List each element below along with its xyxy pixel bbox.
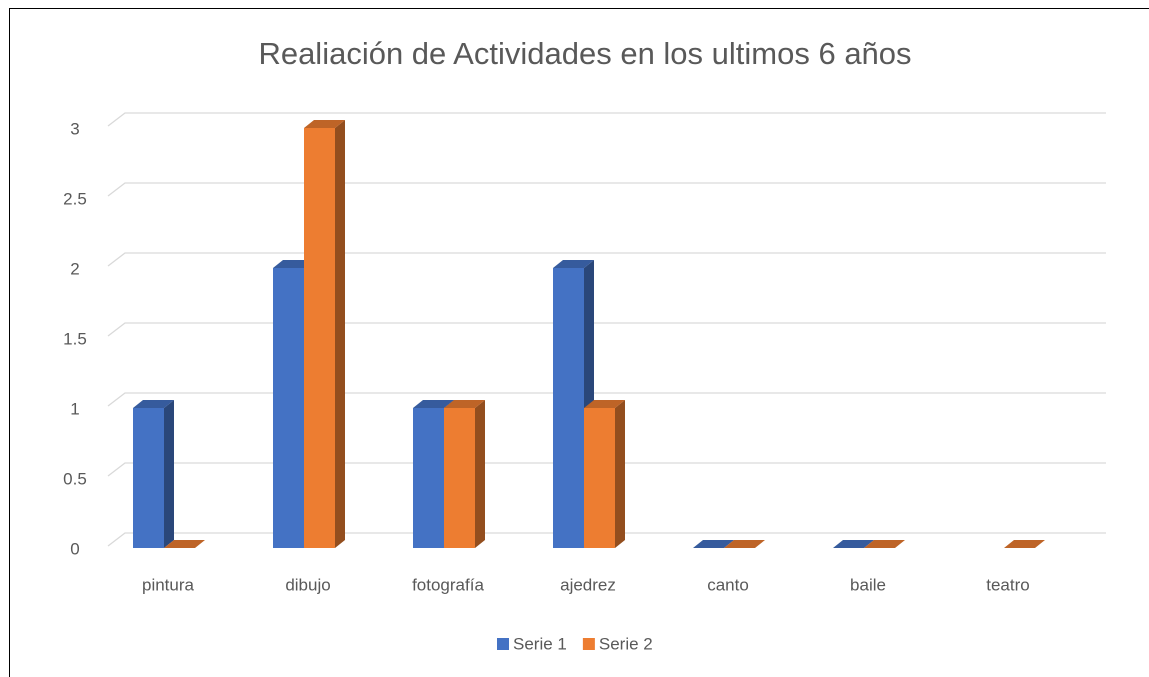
grid-line: [107, 112, 1106, 127]
legend-swatch: [497, 638, 509, 650]
bar-side: [615, 400, 625, 548]
grid-line: [107, 182, 1106, 197]
bar-front: [304, 128, 335, 548]
bar-top: [304, 120, 345, 128]
bar-side: [164, 400, 174, 548]
grid-line: [107, 462, 1106, 477]
x-tick-label: fotografía: [412, 575, 484, 594]
bar: [584, 400, 625, 548]
y-tick-label: 2: [70, 259, 79, 278]
y-tick-label: 0.5: [63, 469, 87, 488]
grid-line: [107, 252, 1106, 267]
y-tick-label: 1: [70, 399, 79, 418]
bar-top: [413, 400, 454, 408]
x-tick-label: ajedrez: [560, 575, 616, 594]
bar: [164, 540, 205, 548]
grid-line: [107, 532, 1106, 547]
x-tick-label: baile: [850, 575, 886, 594]
bar-front: [413, 408, 444, 548]
bar: [304, 120, 345, 548]
bar-top: [273, 260, 314, 268]
bar: [444, 400, 485, 548]
x-tick-label: teatro: [986, 575, 1029, 594]
bar-top: [693, 540, 734, 548]
bar-top: [1004, 540, 1045, 548]
x-tick-label: dibujo: [285, 575, 330, 594]
bar-top: [584, 400, 625, 408]
bar-top: [833, 540, 874, 548]
bar-top: [724, 540, 765, 548]
bar: [833, 540, 874, 548]
bar: [693, 540, 734, 548]
grid-line: [107, 392, 1106, 407]
legend-label: Serie 2: [599, 634, 653, 653]
x-tick-label: canto: [707, 575, 749, 594]
bar: [133, 400, 174, 548]
bar-front: [553, 268, 584, 548]
bar-top: [164, 540, 205, 548]
bar-front: [584, 408, 615, 548]
y-tick-label: 1.5: [63, 329, 87, 348]
bar-top: [864, 540, 905, 548]
bar: [864, 540, 905, 548]
legend-label: Serie 1: [513, 634, 567, 653]
y-tick-label: 3: [70, 119, 79, 138]
bar-top: [133, 400, 174, 408]
bar-front: [444, 408, 475, 548]
bar-top: [444, 400, 485, 408]
bar: [1004, 540, 1045, 548]
bar-side: [335, 120, 345, 548]
grid-line: [107, 322, 1106, 337]
y-tick-label: 2.5: [63, 189, 87, 208]
x-tick-label: pintura: [142, 575, 195, 594]
bar-front: [273, 268, 304, 548]
y-tick-label: 0: [70, 539, 79, 558]
bar: [724, 540, 765, 548]
bar-front: [133, 408, 164, 548]
chart-title: Realiación de Actividades en los ultimos…: [258, 36, 911, 71]
bar-top: [553, 260, 594, 268]
legend-swatch: [582, 638, 595, 650]
bar-side: [475, 400, 485, 548]
